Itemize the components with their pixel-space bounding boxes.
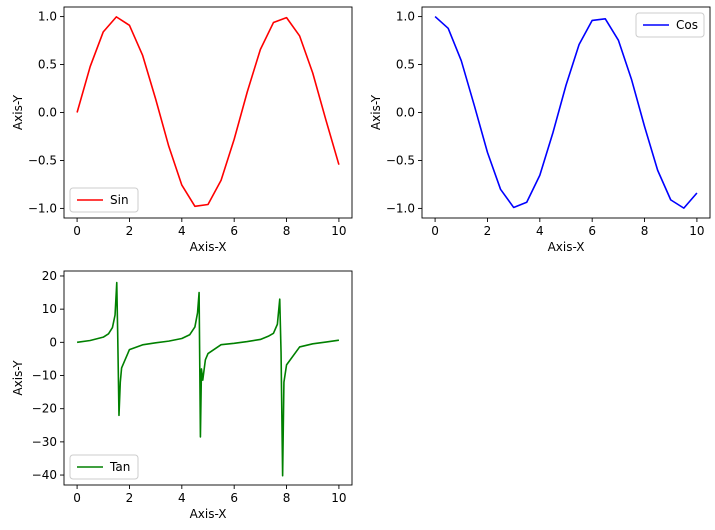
x-tick-label: 10 — [689, 224, 704, 238]
x-tick-label: 8 — [641, 224, 649, 238]
series-line-tan — [76, 281, 340, 477]
y-tick-label: 0 — [49, 335, 57, 349]
x-tick-label: 8 — [283, 224, 291, 238]
x-tick-label: 0 — [73, 491, 81, 505]
y-tick-label: 0.0 — [396, 106, 415, 120]
y-tick-label: 0.5 — [396, 58, 415, 72]
legend-box — [69, 454, 139, 480]
x-tick-label: 10 — [331, 491, 346, 505]
chart-panel-1: 0 2 4 6 8 10 1.0 0.5 0.0 −0.5 −1.0 Axis-X Axis-Y Sin — [11, 6, 353, 254]
legend-label: Sin — [110, 193, 129, 207]
y-tick-label: 1.0 — [396, 10, 415, 24]
x-axis-label: Axis-X — [190, 507, 227, 521]
y-axis-label: Axis-Y — [11, 94, 25, 130]
y-tick-label: 1.0 — [38, 10, 57, 24]
plot-frame — [421, 6, 711, 219]
legend-box — [635, 12, 705, 38]
chart-panel-2: 0 2 4 6 8 10 1.0 0.5 0.0 −0.5 −1.0 Axis-X Axis-Y Cos — [369, 6, 711, 254]
chart-panel-3: 0 2 4 6 8 10 20 10 0 −10 −20 −30 −40 Axis-X Axis-Y Tan — [11, 269, 353, 521]
x-tick-label: 4 — [536, 224, 544, 238]
x-axis-label: Axis-X — [190, 240, 227, 254]
series-line-cos — [434, 15, 698, 209]
y-tick-label: −0.5 — [386, 153, 415, 167]
x-tick-label: 2 — [126, 491, 134, 505]
x-tick-label: 2 — [484, 224, 492, 238]
y-tick-label: −1.0 — [28, 201, 57, 215]
plot-frame — [63, 6, 353, 219]
x-tick-label: 4 — [178, 491, 186, 505]
plot-frame — [63, 270, 353, 486]
x-tick-label: 0 — [431, 224, 439, 238]
x-tick-label: 8 — [283, 491, 291, 505]
x-tick-label: 4 — [178, 224, 186, 238]
legend-label: Tan — [109, 460, 130, 474]
y-tick-label: −0.5 — [28, 153, 57, 167]
legend-box — [69, 187, 139, 213]
legend: Tan — [69, 454, 139, 480]
x-tick-label: 6 — [588, 224, 596, 238]
series-line-sin — [76, 16, 340, 208]
y-tick-label: 10 — [42, 302, 57, 316]
x-tick-label: 0 — [73, 224, 81, 238]
y-tick-label: −40 — [32, 468, 57, 482]
legend: Sin — [69, 187, 139, 213]
x-tick-label: 6 — [230, 224, 238, 238]
y-tick-label: 0.0 — [38, 106, 57, 120]
y-tick-label: −1.0 — [386, 201, 415, 215]
y-tick-label: −20 — [32, 402, 57, 416]
y-tick-label: 20 — [42, 269, 57, 283]
y-tick-label: 0.5 — [38, 58, 57, 72]
y-axis-label: Axis-Y — [11, 360, 25, 396]
y-tick-label: −30 — [32, 435, 57, 449]
x-axis-label: Axis-X — [548, 240, 585, 254]
x-tick-label: 2 — [126, 224, 134, 238]
y-axis-label: Axis-Y — [369, 94, 383, 130]
x-tick-label: 6 — [230, 491, 238, 505]
x-tick-label: 10 — [331, 224, 346, 238]
legend-label: Cos — [676, 18, 698, 32]
y-tick-label: −10 — [32, 369, 57, 383]
legend: Cos — [635, 12, 705, 38]
